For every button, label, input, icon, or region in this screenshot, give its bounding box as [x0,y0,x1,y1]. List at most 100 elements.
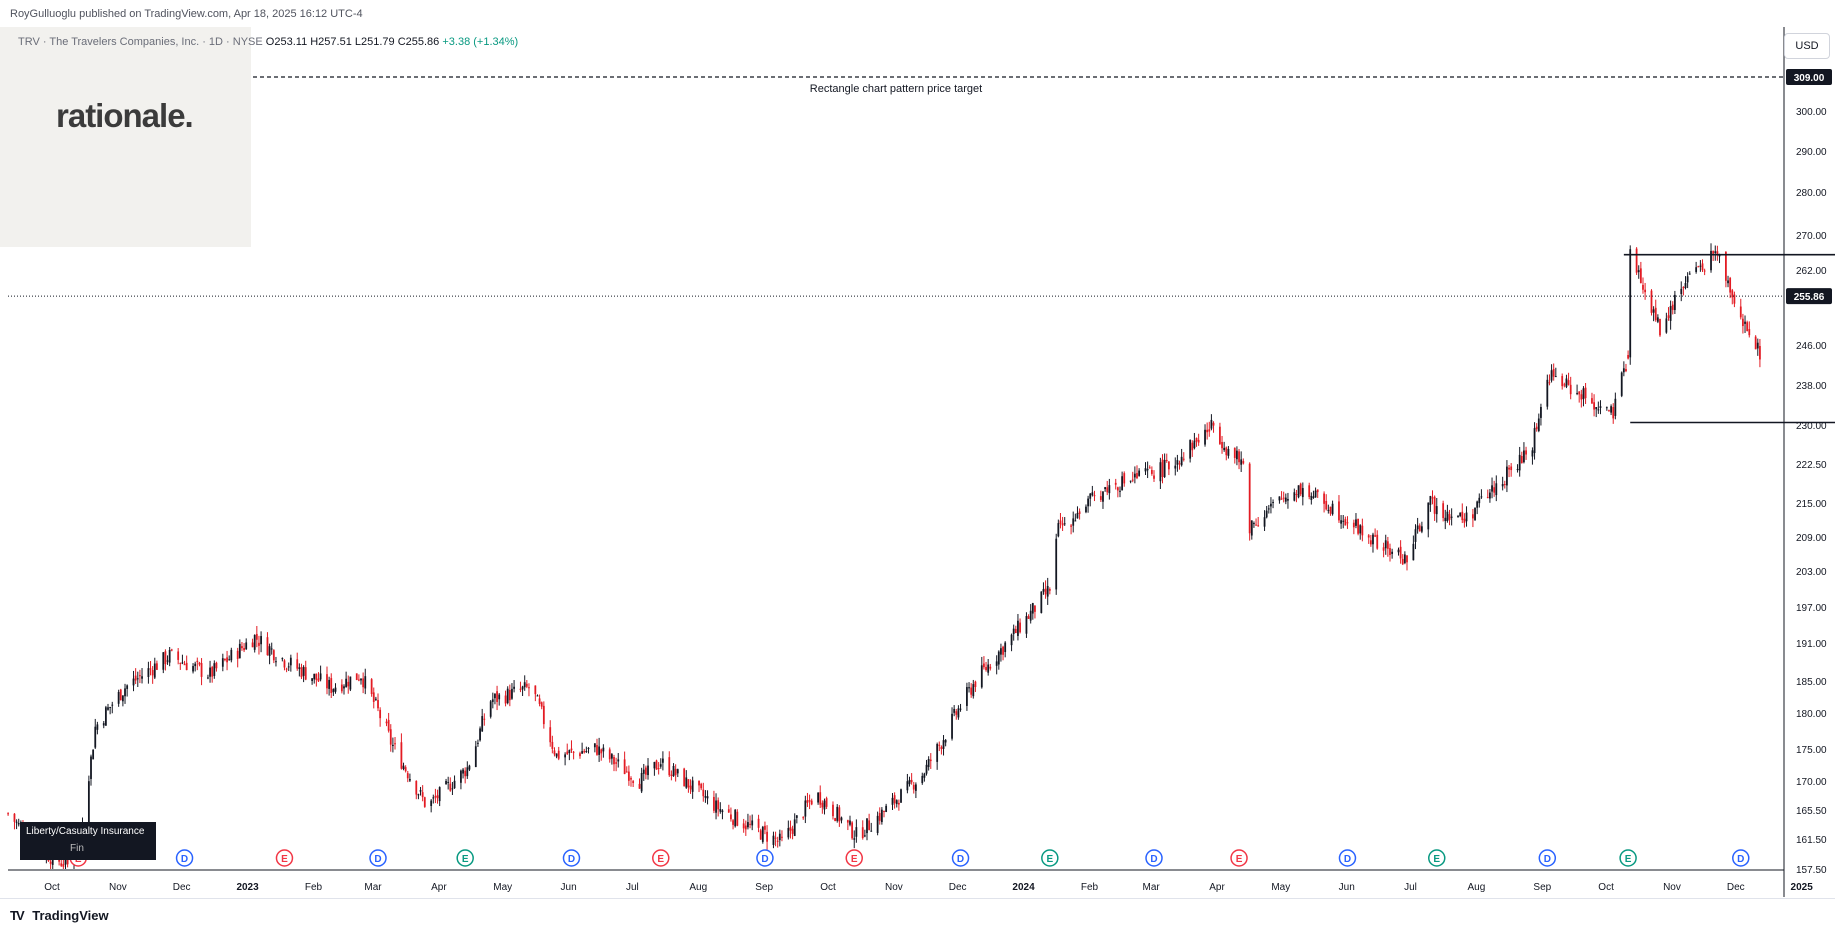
candle [1652,306,1655,322]
candle [587,747,590,754]
dividend-event-icon[interactable]: D [369,849,387,867]
candle [1352,519,1355,535]
candle [281,657,284,662]
candle [126,684,129,697]
candle [1310,492,1313,505]
x-tick-label: Nov [1663,882,1681,893]
candle [1359,524,1362,540]
candle [196,657,199,671]
candle [1099,490,1102,503]
candle [596,738,598,756]
candle [653,761,656,776]
y-tick-label: 262.00 [1796,266,1827,277]
candle [1518,446,1521,477]
candle [345,671,348,688]
candle [1701,259,1704,272]
candle [878,807,881,825]
candle [721,809,724,820]
candle [851,821,854,840]
candle [912,781,915,794]
candle [1159,457,1162,489]
candle [462,767,464,779]
candle [1017,613,1019,641]
candle [1591,392,1593,404]
candle [836,804,839,823]
dividend-event-icon[interactable]: D [1732,849,1750,867]
candle [1474,507,1476,521]
earnings-event-icon[interactable]: E [1428,849,1446,867]
candle [496,685,498,711]
candle [170,648,173,652]
pattern-levels[interactable]: Rectangle chart pattern price target 309.… [8,69,1835,424]
y-tick-label: 300.00 [1796,107,1827,118]
tradingview-logo-icon: TV [10,908,25,923]
candle [895,799,898,808]
candle [538,694,541,707]
dividend-event-icon[interactable]: D [951,849,970,867]
earnings-event-icon[interactable]: E [275,849,294,867]
dividend-event-icon[interactable]: D [175,849,194,867]
candle [1325,494,1328,511]
x-tick-label: Oct [44,882,60,893]
candle [540,701,543,710]
candle [1238,448,1240,470]
dividend-event-icon[interactable]: D [1145,849,1163,867]
candle [834,817,837,822]
svg-text:255.86: 255.86 [1794,292,1825,303]
candle [460,769,462,790]
earnings-event-icon[interactable]: E [1619,849,1637,867]
dividend-event-icon[interactable]: D [1338,849,1357,867]
candle [243,643,245,653]
earnings-event-icon[interactable]: E [652,849,670,867]
candle [221,653,224,672]
candle [1673,290,1676,315]
candle [1448,509,1451,526]
candle [1444,509,1447,530]
earnings-event-icon[interactable]: E [1041,849,1059,867]
candle [849,815,851,827]
candle [430,799,433,813]
y-tick-label: 280.00 [1796,188,1827,199]
candle [494,693,496,705]
candle [1329,506,1332,516]
candle [1344,516,1347,526]
x-tick-label: Aug [1468,882,1486,893]
symbol-legend[interactable]: TRV · The Travelers Companies, Inc. · 1D… [18,36,518,48]
candle [1733,291,1736,308]
earnings-event-icon[interactable]: E [1230,849,1248,867]
candle [1019,618,1021,634]
candle [1221,435,1223,454]
dividend-event-icon[interactable]: D [1538,849,1557,867]
event-markers[interactable]: EDEDEDEDEDEDEDEDED [69,849,1750,867]
candle [661,751,664,771]
tradingview-footer[interactable]: TV TradingView [10,908,109,923]
candle [179,662,182,670]
industry-tag[interactable]: Liberty/Casualty Insurance Fin [20,822,156,860]
candle [972,679,975,699]
candle [241,641,243,651]
candle [260,631,262,653]
candle [423,796,426,808]
earnings-event-icon[interactable]: E [456,849,474,867]
price-change: +3.38 (+1.34%) [442,36,519,48]
currency-button[interactable]: USD [1784,33,1830,59]
candle [642,763,645,781]
candle [525,680,528,689]
candle [164,649,167,671]
x-tick-label: 2023 [236,882,259,893]
candle [840,816,843,824]
candle [521,685,524,697]
candle [251,638,254,648]
candle [1656,314,1659,324]
earnings-event-icon[interactable]: E [845,849,863,867]
price-axis-panel[interactable] [1784,27,1835,897]
candle [13,813,16,830]
dividend-event-icon[interactable]: D [562,849,581,867]
x-tick-label: Dec [173,882,191,893]
candle [117,689,120,707]
candle [1327,504,1330,514]
candle [1004,641,1007,658]
candle [1442,500,1445,522]
dividend-event-icon[interactable]: D [756,849,774,867]
